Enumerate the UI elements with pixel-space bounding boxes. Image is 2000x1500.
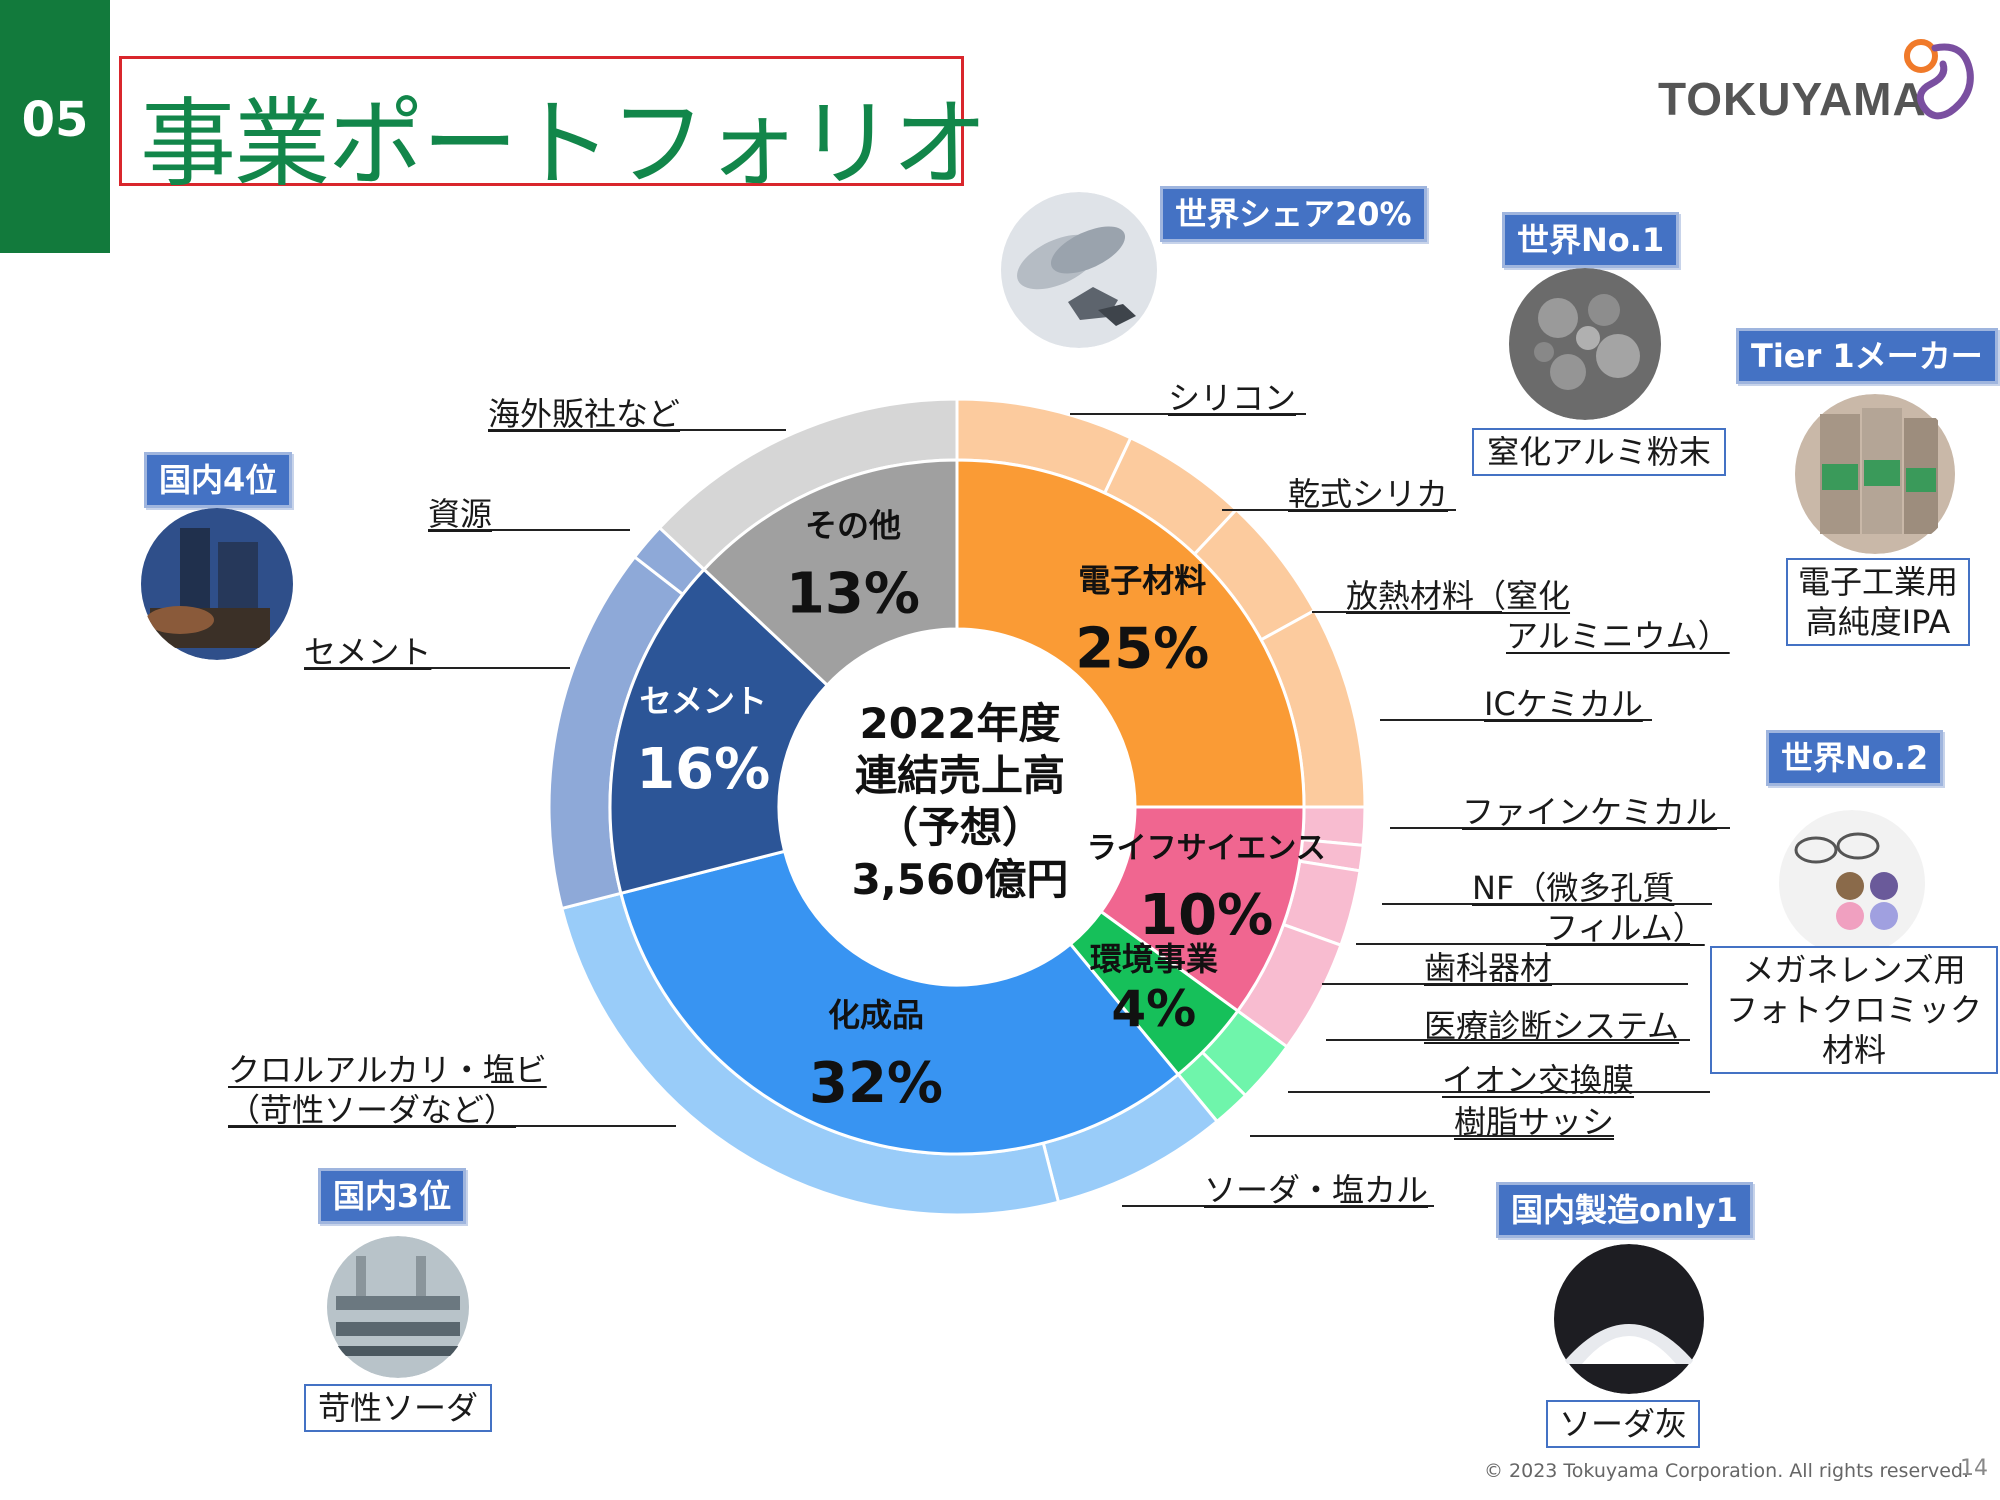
title-frame	[119, 56, 964, 186]
segment-name-1: ライフサイエンス	[1087, 831, 1326, 866]
segment-name-2: 環境事業	[1090, 940, 1218, 978]
copyright: © 2023 Tokuyama Corporation. All rights …	[1484, 1460, 1969, 1482]
callout-fine-chemical: ファインケミカル	[1462, 793, 1718, 831]
callout-medical-diagnostics: 医療診断システム	[1424, 1007, 1680, 1045]
callout-silicon: シリコン	[1168, 379, 1297, 417]
badge-domestic-4th: 国内4位	[144, 452, 293, 508]
cement-plant-photo	[141, 508, 293, 660]
donut-hole	[779, 629, 1135, 985]
caption-soda-ash: ソーダ灰	[1546, 1400, 1700, 1448]
callout-leader-lines	[228, 413, 1730, 1207]
caption-ipa: 電子工業用 高純度IPA	[1786, 558, 1970, 646]
callout-dental: 歯科器材	[1424, 949, 1553, 987]
caption-lens-line1: メガネレンズ用	[1742, 951, 1966, 989]
caustic-soda-plant-photo	[327, 1236, 469, 1378]
segment-name-0: 電子材料	[1078, 562, 1206, 600]
center-year: 2022年度	[859, 699, 1061, 748]
callout-nf-film-1: NF（微多孔質	[1472, 869, 1675, 907]
badge-world-no1: 世界No.1	[1502, 212, 1680, 268]
callout-resin-sash: 樹脂サッシ	[1454, 1103, 1615, 1141]
company-logo-text: TOKUYAMA	[1658, 73, 1927, 125]
segment-name-4: セメント	[640, 682, 767, 720]
segment-percent-1: 10%	[1139, 883, 1273, 948]
company-logo-icon	[1904, 39, 1974, 120]
caption-lens: メガネレンズ用 フォトクロミック 材料	[1710, 946, 1998, 1074]
center-amount: 3,560億円	[851, 855, 1069, 904]
segment-percent-2: 4%	[1111, 980, 1196, 1038]
page-number: 14	[1960, 1456, 1988, 1481]
callout-nf-film-2: フィルム）	[1546, 909, 1705, 947]
callout-chlor-alkali-1: クロルアルカリ・塩ビ	[228, 1051, 547, 1089]
section-number-box	[0, 0, 110, 253]
aln-powder-photo	[1509, 268, 1661, 420]
center-metric: 連結売上高	[854, 751, 1065, 800]
callout-ion-exchange: イオン交換膜	[1442, 1061, 1635, 1099]
segment-percent-0: 25%	[1075, 617, 1209, 682]
caption-lens-line2: フォトクロミック	[1725, 991, 1982, 1029]
callout-cement: セメント	[304, 633, 432, 671]
soda-ash-photo	[1554, 1244, 1704, 1394]
caption-ipa-line1: 電子工業用	[1798, 563, 1959, 601]
center-note: （予想）	[875, 803, 1044, 852]
badge-tier1: Tier 1メーカー	[1736, 328, 1998, 384]
segment-name-3: 化成品	[828, 996, 924, 1034]
inner-ring	[608, 458, 1306, 1156]
ipa-photo	[1795, 394, 1955, 554]
segment-percent-3: 32%	[809, 1051, 943, 1116]
photochromic-lens-photo	[1779, 810, 1925, 956]
segment-percent-4: 16%	[636, 737, 770, 802]
badge-domestic-3rd: 国内3位	[318, 1168, 467, 1224]
callout-dry-silica: 乾式シリカ	[1288, 475, 1449, 513]
center-total-label: 2022年度 連結売上高 （予想） 3,560億円	[790, 698, 1130, 906]
section-number: 05	[21, 92, 89, 148]
badge-world-no2: 世界No.2	[1766, 730, 1944, 786]
silicon-photo	[1001, 192, 1157, 348]
badge-domestic-only1: 国内製造only1	[1496, 1182, 1753, 1238]
callout-overseas: 海外販社など	[488, 395, 681, 433]
page-title: 事業ポートフォリオ	[140, 88, 988, 200]
callout-chlor-alkali-2: （苛性ソーダなど）	[228, 1091, 517, 1129]
outer-ring	[547, 397, 1367, 1217]
callout-resources: 資源	[428, 495, 493, 533]
segment-percent-5: 13%	[786, 562, 920, 627]
caption-aln-powder: 窒化アルミ粉末	[1472, 428, 1726, 476]
caption-caustic-soda: 苛性ソーダ	[304, 1384, 492, 1432]
caption-lens-line3: 材料	[1821, 1031, 1886, 1069]
callout-heat-material-2: アルミニウム）	[1506, 617, 1730, 655]
caption-ipa-line2: 高純度IPA	[1805, 603, 1951, 641]
callout-ic-chemical: ICケミカル	[1484, 685, 1643, 723]
segment-name-5: その他	[805, 507, 901, 545]
callout-heat-material-1: 放熱材料（窒化	[1346, 577, 1571, 615]
badge-world-share: 世界シェア20%	[1160, 186, 1427, 242]
callout-soda-calcium: ソーダ・塩カル	[1204, 1171, 1429, 1209]
